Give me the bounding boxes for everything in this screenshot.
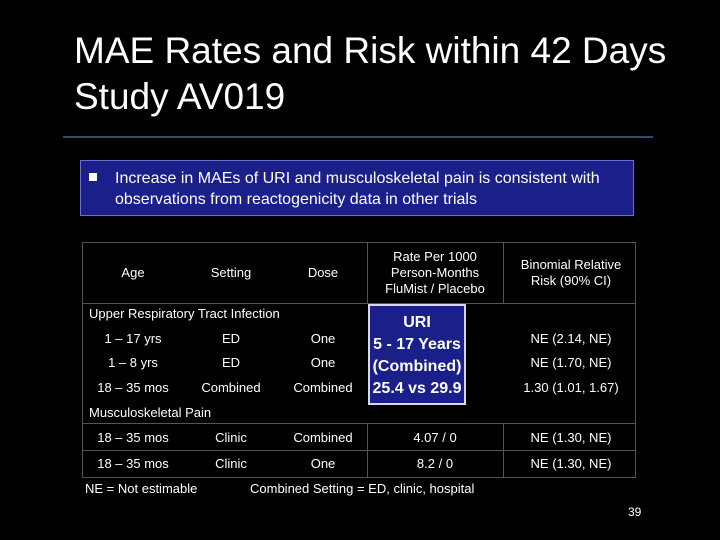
uri-row-3-setting: Combined xyxy=(201,379,261,395)
footnote-combined-setting: Combined Setting = ED, clinic, hospital xyxy=(250,481,475,496)
uri-row-1-age: 1 – 17 yrs xyxy=(104,330,162,346)
uri-row-2-age: 1 – 8 yrs xyxy=(108,354,158,370)
uri-row-3-age: 18 – 35 mos xyxy=(97,379,169,395)
uri-callout-box: URI 5 - 17 Years (Combined) 25.4 vs 29.9 xyxy=(368,304,466,405)
uri-row-2-dose: One xyxy=(310,354,336,370)
msk-row-1-dose: Combined xyxy=(293,429,353,445)
row-divider xyxy=(83,423,635,424)
square-bullet-icon xyxy=(89,173,97,181)
bullet-text: Increase in MAEs of URI and musculoskele… xyxy=(115,170,600,208)
column-divider xyxy=(503,243,504,303)
column-divider xyxy=(367,423,368,477)
msk-row-1-age: 18 – 35 mos xyxy=(97,429,169,445)
uri-row-3-dose: Combined xyxy=(293,379,353,395)
uri-callout-text: URI 5 - 17 Years (Combined) 25.4 vs 29.9 xyxy=(370,312,464,400)
page-number: 39 xyxy=(628,505,642,519)
msk-row-2-dose: One xyxy=(310,455,336,471)
data-table: Age Setting Dose Rate Per 1000 Person-Mo… xyxy=(82,242,636,478)
callout-line-4: 25.4 vs 29.9 xyxy=(372,380,462,397)
msk-row-2-setting: Clinic xyxy=(215,455,247,471)
uri-row-3-risk: 1.30 (1.01, 1.67) xyxy=(523,379,619,395)
msk-row-2-age: 18 – 35 mos xyxy=(97,455,169,471)
uri-row-1-dose: One xyxy=(310,330,336,346)
row-divider xyxy=(83,450,635,451)
footnote-not-estimable: NE = Not estimable xyxy=(85,481,198,496)
column-divider xyxy=(367,243,368,303)
header-rate: Rate Per 1000 Person-Months FluMist / Pl… xyxy=(385,249,485,296)
msk-row-1-rate: 4.07 / 0 xyxy=(413,429,457,445)
msk-row-1-setting: Clinic xyxy=(215,429,247,445)
uri-row-2-risk: NE (1.70, NE) xyxy=(530,354,612,370)
section-uri-label: Upper Respiratory Tract Infection xyxy=(89,306,280,321)
msk-row-1-risk: NE (1.30, NE) xyxy=(530,429,612,445)
msk-row-2-risk: NE (1.30, NE) xyxy=(530,455,612,471)
row-divider xyxy=(83,303,635,304)
header-dose: Dose xyxy=(307,265,339,280)
callout-line-2: 5 - 17 Years xyxy=(373,336,461,353)
uri-row-1-setting: ED xyxy=(221,330,241,346)
header-risk: Binomial Relative Risk (90% CI) xyxy=(520,257,622,288)
header-setting: Setting xyxy=(210,265,252,280)
callout-line-1: URI xyxy=(403,314,431,331)
uri-row-2-setting: ED xyxy=(221,354,241,370)
header-age: Age xyxy=(121,265,145,280)
msk-row-2-rate: 8.2 / 0 xyxy=(416,455,454,471)
section-msk-label: Musculoskeletal Pain xyxy=(89,405,212,420)
bullet-box: Increase in MAEs of URI and musculoskele… xyxy=(80,160,634,216)
callout-line-3: (Combined) xyxy=(372,358,462,375)
slide-title: MAE Rates and Risk within 42 Days Study … xyxy=(74,30,667,117)
column-divider xyxy=(503,423,504,477)
title-divider xyxy=(63,136,653,138)
uri-row-1-risk: NE (2.14, NE) xyxy=(530,330,612,346)
